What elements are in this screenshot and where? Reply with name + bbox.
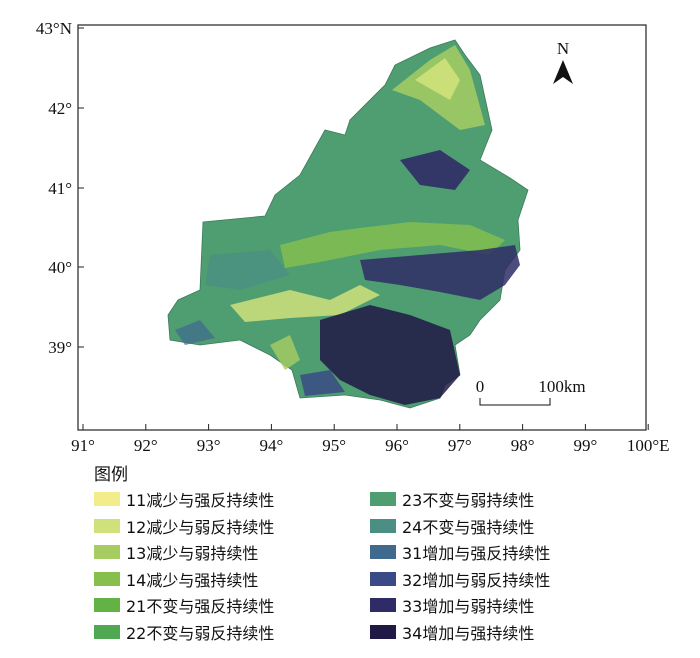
- legend-item: 21不变与强反持续性: [94, 594, 274, 616]
- legend-swatch: [370, 492, 396, 506]
- legend-label: 11减少与强反持续性: [126, 491, 275, 510]
- legend-item: 34增加与强持续性: [370, 621, 534, 643]
- x-tick-label: 92°: [134, 436, 158, 455]
- x-tick-label: 94°: [259, 436, 283, 455]
- legend-swatch: [94, 518, 120, 533]
- legend-item: 14减少与强持续性: [94, 568, 258, 590]
- legend-label: 23不变与弱持续性: [402, 491, 535, 510]
- legend-label: 32增加与弱反持续性: [402, 570, 551, 590]
- zone-yellow-north: [415, 58, 460, 100]
- y-tick-label: 41°: [48, 179, 72, 198]
- legend-swatch: [94, 545, 120, 559]
- legend-label: 22不变与弱反持续性: [126, 623, 275, 643]
- legend-swatch: [370, 545, 396, 559]
- legend-item: 12减少与弱反持续性: [94, 515, 274, 537]
- x-axis-ticks: 91° 92° 93° 94° 95° 96° 97° 98° 99° 100°E: [71, 424, 670, 455]
- y-tick-label: 42°: [48, 99, 72, 118]
- y-axis-ticks: 43°N 42° 41° 40° 39°: [36, 19, 84, 357]
- x-tick-label: 96°: [385, 436, 409, 455]
- legend-item: 24不变与强持续性: [370, 515, 534, 537]
- scale-bar-start: 0: [476, 377, 485, 396]
- y-tick-label: 43°N: [36, 19, 72, 38]
- legend-item: 31增加与强反持续性: [370, 541, 550, 563]
- zone-mid-blue-south: [300, 370, 345, 396]
- legend-item: 22不变与弱反持续性: [94, 621, 274, 643]
- zone-dark-north: [400, 150, 470, 190]
- legend-swatch: [94, 624, 120, 639]
- study-region: [167, 39, 529, 409]
- x-tick-label: 100°E: [627, 436, 670, 455]
- legend-swatch: [94, 492, 120, 506]
- zone-dark-south: [320, 305, 460, 405]
- legend-label: 13减少与弱持续性: [126, 544, 259, 563]
- legend-label: 34增加与强持续性: [402, 623, 535, 643]
- zone-light-sw: [270, 335, 300, 370]
- legend-item: 32增加与弱反持续性: [370, 568, 550, 590]
- legend-swatch: [370, 518, 396, 533]
- zone-teal-west: [205, 250, 290, 290]
- legend-label: 12减少与弱反持续性: [126, 517, 275, 537]
- north-label: N: [557, 39, 569, 58]
- x-tick-label: 91°: [71, 436, 95, 455]
- legend-item: 23不变与弱持续性: [370, 488, 534, 510]
- x-tick-label: 99°: [573, 436, 597, 455]
- x-tick-label: 97°: [448, 436, 472, 455]
- x-tick-label: 93°: [197, 436, 221, 455]
- legend-swatch: [94, 571, 120, 586]
- legend-swatch: [370, 624, 396, 639]
- legend-label: 31增加与强反持续性: [402, 544, 551, 563]
- legend-item: 13减少与弱持续性: [94, 541, 258, 563]
- x-tick-label: 98°: [511, 436, 535, 455]
- x-tick-label: 95°: [322, 436, 346, 455]
- zone-dark-middle: [360, 245, 520, 300]
- scale-bar-end: 100km: [538, 377, 585, 396]
- legend-title: 图例: [94, 465, 128, 485]
- legend-label: 33增加与弱持续性: [402, 597, 535, 616]
- scale-bar-line: [479, 398, 551, 406]
- zone-blue-west: [175, 320, 215, 345]
- legend-label: 24不变与强持续性: [402, 517, 535, 537]
- north-arrow: N: [553, 39, 573, 84]
- legend-swatch: [94, 598, 120, 612]
- legend-item: 11减少与强反持续性: [94, 488, 274, 510]
- map-frame: [77, 24, 647, 431]
- map-figure: 91° 92° 93° 94° 95° 96° 97° 98° 99° 100°E 43°N 42°…: [36, 19, 670, 455]
- zone-yellow-south: [230, 285, 380, 322]
- legend-label: 14减少与强持续性: [126, 570, 259, 590]
- zone-light-middle: [280, 222, 505, 268]
- y-tick-label: 40°: [48, 258, 72, 277]
- scale-bar: 0 100km: [476, 377, 586, 406]
- y-tick-label: 39°: [48, 338, 72, 357]
- legend-item: 33增加与弱持续性: [370, 594, 534, 616]
- legend-swatch: [370, 598, 396, 612]
- legend-label: 21不变与强反持续性: [126, 597, 275, 616]
- north-arrow-icon: [553, 60, 573, 84]
- legend-swatch: [370, 571, 396, 586]
